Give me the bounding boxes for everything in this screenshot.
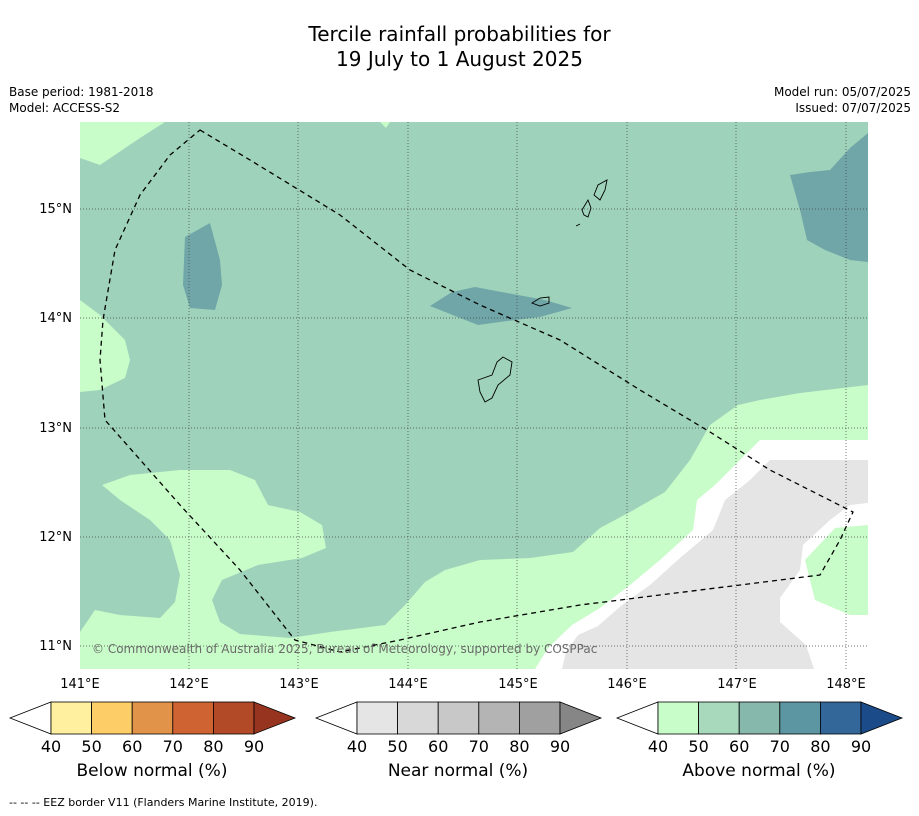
lat-label-13n: 13°N xyxy=(39,421,72,436)
eez-border xyxy=(99,129,854,653)
lat-label-14n: 14°N xyxy=(39,311,72,326)
lon-label-148e: 148°E xyxy=(826,677,866,692)
colorbar-near-min-extension xyxy=(314,701,358,735)
model-name: Model: ACCESS-S2 xyxy=(9,101,121,115)
colorbar-near-segment xyxy=(397,701,439,735)
island-outlines xyxy=(477,179,608,403)
title-line-2: 19 July to 1 August 2025 xyxy=(336,47,583,71)
colorbar-below-min-extension xyxy=(8,701,52,735)
colorbar-above-tick-label: 50 xyxy=(688,737,708,756)
colorbar-near-tick-label: 50 xyxy=(387,737,407,756)
colorbar-above-tick-label: 40 xyxy=(648,737,668,756)
colorbar-near: 40 50 60 70 80 90 xyxy=(314,701,603,756)
graticule xyxy=(80,122,868,669)
colorbar-near-max-extension xyxy=(559,701,603,735)
latitude-labels: 15°N 14°N 13°N 12°N 11°N xyxy=(39,202,72,654)
above-50-region-west xyxy=(80,300,130,392)
colorbar-above-segment xyxy=(698,701,740,735)
colorbar-below-tick-label: 90 xyxy=(244,737,264,756)
lon-label-142e: 142°E xyxy=(169,677,209,692)
page-title: Tercile rainfall probabilities for 19 Ju… xyxy=(0,22,919,72)
island-aguijan xyxy=(575,223,581,227)
above-normal-title: Above normal (%) xyxy=(682,761,836,781)
longitude-labels: 141°E 142°E 143°E 144°E 145°E 146°E 147°… xyxy=(60,677,866,692)
colorbar-below-tick-label: 40 xyxy=(41,737,61,756)
colorbar-below-tick-label: 50 xyxy=(81,737,101,756)
colorbar-near-tick-label: 40 xyxy=(347,737,367,756)
meta-right: Model run: 05/07/2025 Issued: 07/07/2025 xyxy=(774,84,911,116)
colorbar-below-segment xyxy=(172,701,214,735)
island-tinian xyxy=(581,198,592,218)
colorbar-below-segment xyxy=(50,701,92,735)
lon-label-145e: 145°E xyxy=(498,677,538,692)
colorbar-near-segment xyxy=(356,701,398,735)
colorbar-above-tick-label: 60 xyxy=(729,737,749,756)
colorbar-below-segment xyxy=(131,701,174,735)
colorbar-above: 40 50 60 70 80 90 xyxy=(615,701,904,756)
colorbar-near-tick-label: 80 xyxy=(509,737,529,756)
colorbar-near-segment xyxy=(519,701,561,735)
base-period: Base period: 1981-2018 xyxy=(9,85,154,99)
colorbar-above-min-extension xyxy=(615,701,659,735)
above-70-region-center xyxy=(430,287,572,325)
colorbar-above-segment xyxy=(738,701,781,735)
lon-label-146e: 146°E xyxy=(607,677,647,692)
colorbar-near-segment xyxy=(437,701,480,735)
map-plot-area: © Commonwealth of Australia 2025, Bureau… xyxy=(80,122,868,669)
near-50-region xyxy=(562,460,868,669)
island-saipan xyxy=(593,179,608,201)
lat-label-11n: 11°N xyxy=(39,639,72,654)
model-run: Model run: 05/07/2025 xyxy=(773,85,911,99)
colorbar-below: 40 50 60 70 80 90 xyxy=(8,701,297,756)
above-70-region-northeast xyxy=(790,133,868,262)
issued-date: Issued: 07/07/2025 xyxy=(795,101,911,115)
colorbar-below-segment xyxy=(212,701,255,735)
meta-left: Base period: 1981-2018 Model: ACCESS-S2 xyxy=(9,84,154,116)
colorbar-below-tick-label: 80 xyxy=(203,737,223,756)
title-line-1: Tercile rainfall probabilities for xyxy=(308,22,611,46)
colorbar-group: 40 50 60 70 80 90 40 50 60 70 80 90 40 50 60 70 80 90 xyxy=(8,701,904,756)
above-70-region-west xyxy=(183,223,222,310)
colorbar-near-tick-label: 60 xyxy=(428,737,448,756)
colorbar-near-segment xyxy=(478,701,520,735)
lon-label-141e: 141°E xyxy=(60,677,100,692)
colorbar-above-tick-label: 80 xyxy=(810,737,830,756)
colorbar-above-segment xyxy=(820,701,862,735)
above-50-region-notch xyxy=(380,122,390,128)
colorbar-below-segment xyxy=(91,701,133,735)
above-50-region-nw xyxy=(80,122,165,165)
colorbar-above-tick-label: 90 xyxy=(851,737,871,756)
below-normal-title: Below normal (%) xyxy=(76,761,228,781)
lon-label-144e: 144°E xyxy=(388,677,428,692)
colorbar-above-segment xyxy=(657,701,699,735)
eez-footnote: -- -- -- EEZ border V11 (Flanders Marine… xyxy=(9,796,318,809)
colorbar-below-tick-label: 60 xyxy=(122,737,142,756)
near-normal-title: Near normal (%) xyxy=(387,761,529,781)
colorbar-above-tick-label: 70 xyxy=(770,737,790,756)
colorbar-above-segment xyxy=(779,701,821,735)
colorbar-near-tick-label: 90 xyxy=(550,737,570,756)
lat-label-12n: 12°N xyxy=(39,530,72,545)
colorbar-near-tick-label: 70 xyxy=(469,737,489,756)
lat-label-15n: 15°N xyxy=(39,202,72,217)
colorbar-below-tick-label: 70 xyxy=(163,737,183,756)
island-guam xyxy=(477,356,513,403)
lon-label-143e: 143°E xyxy=(279,677,319,692)
colorbar-above-max-extension xyxy=(860,701,904,735)
lon-label-147e: 147°E xyxy=(717,677,757,692)
island-rota xyxy=(530,296,550,307)
copyright-notice: © Commonwealth of Australia 2025, Bureau… xyxy=(92,642,597,656)
colorbar-below-max-extension xyxy=(253,701,297,735)
